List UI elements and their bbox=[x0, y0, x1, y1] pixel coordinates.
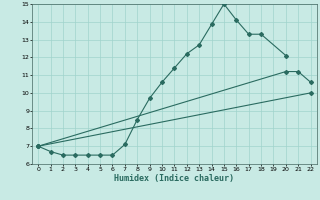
X-axis label: Humidex (Indice chaleur): Humidex (Indice chaleur) bbox=[115, 174, 234, 183]
